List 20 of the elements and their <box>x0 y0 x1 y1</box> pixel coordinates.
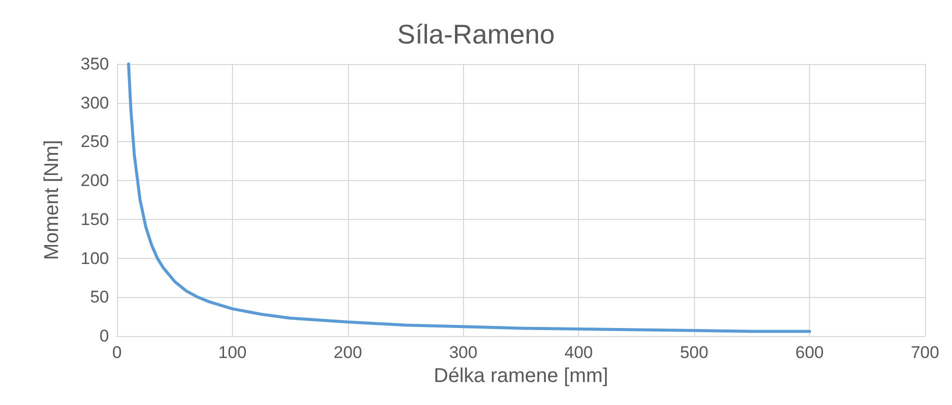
y-tick-label: 200 <box>80 171 109 190</box>
x-tick-label: 700 <box>910 343 940 362</box>
y-tick-label: 350 <box>80 54 109 74</box>
y-axis-title: Moment [Nm] <box>41 140 63 260</box>
x-tick-label: 500 <box>680 343 708 362</box>
y-tick-label: 100 <box>80 248 109 268</box>
chart-title: Síla-Rameno <box>397 20 555 50</box>
x-tick-label: 100 <box>218 343 247 362</box>
y-tick-label: 250 <box>80 132 109 152</box>
y-tick-label: 50 <box>90 288 109 307</box>
x-tick-label: 300 <box>449 343 478 362</box>
x-tick-label: 0 <box>112 343 122 362</box>
x-tick-label: 200 <box>334 343 362 362</box>
y-tick-label: 0 <box>100 326 109 346</box>
x-tick-label: 400 <box>564 343 593 362</box>
x-tick-label: 600 <box>795 343 824 362</box>
x-axis-title: Délka ramene [mm] <box>434 364 608 387</box>
y-tick-label: 150 <box>80 210 109 229</box>
y-tick-label: 300 <box>80 93 109 112</box>
line-series <box>127 62 812 333</box>
